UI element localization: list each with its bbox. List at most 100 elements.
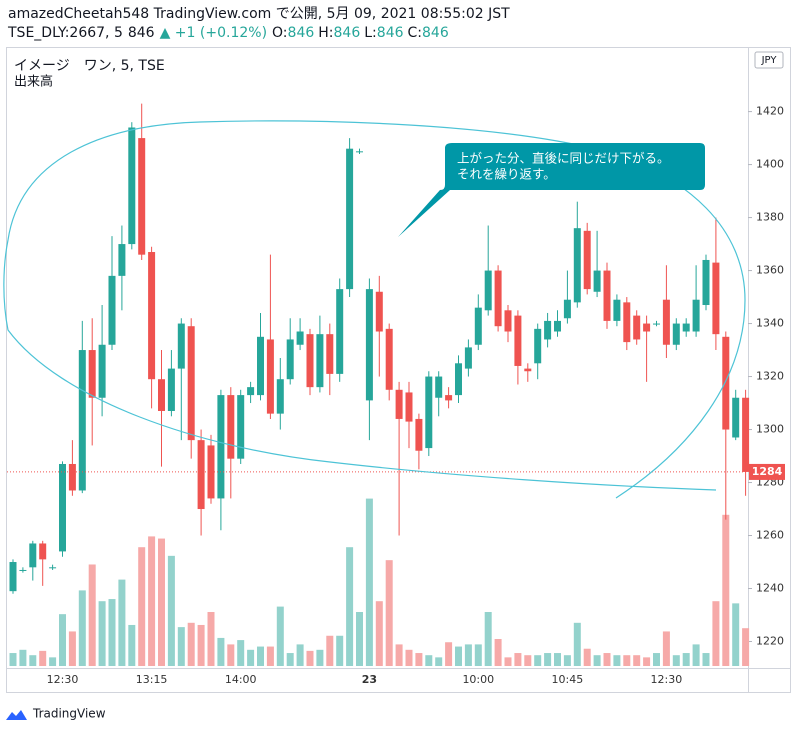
y-tick-label: 1220 <box>756 635 784 648</box>
volume-bar <box>237 640 245 666</box>
callout <box>398 143 705 237</box>
volume-bar <box>633 655 641 666</box>
volume-bar <box>276 606 284 666</box>
volume-bar <box>59 614 66 666</box>
volume-bar <box>187 622 195 666</box>
volume-bar <box>593 655 601 666</box>
candle-body <box>68 463 76 491</box>
volume-bar <box>712 601 720 666</box>
volume-bar <box>692 644 700 666</box>
candle-body <box>187 326 195 441</box>
volume-bar <box>643 657 651 666</box>
candle-body <box>554 320 561 332</box>
candle-body <box>266 339 274 414</box>
callout-text: それを繰り返す。 <box>457 167 556 182</box>
candle-body <box>128 127 136 245</box>
candle-body <box>742 397 750 472</box>
candle-body <box>336 289 344 374</box>
volume-bar <box>138 547 146 666</box>
candle-body <box>167 368 175 411</box>
y-tick-label: 1340 <box>756 317 784 330</box>
volume-bar <box>148 536 156 666</box>
volume-bar <box>435 657 443 666</box>
candle-body <box>227 395 235 459</box>
x-tick-label: 10:00 <box>462 673 494 686</box>
candle-body <box>455 363 462 396</box>
volume-bar <box>653 653 660 666</box>
volume-bar <box>563 655 571 666</box>
volume-bar <box>356 612 363 666</box>
volume-bar <box>286 653 294 666</box>
volume-bar <box>474 644 482 666</box>
candle-body <box>623 302 631 343</box>
candle-body <box>148 252 156 380</box>
volume-bar <box>227 644 235 666</box>
candle-body <box>484 270 492 311</box>
y-tick-label: 1380 <box>756 211 784 224</box>
candle-body <box>375 291 383 332</box>
volume-bar <box>128 624 136 666</box>
volume-bar <box>554 653 561 666</box>
volume-bar <box>375 601 383 666</box>
volume-bar <box>247 649 255 666</box>
x-tick-label: 12:30 <box>47 673 79 686</box>
volume-bar <box>425 655 433 666</box>
y-tick-label: 1400 <box>756 158 784 171</box>
candle-body <box>702 259 710 306</box>
candle-body <box>138 138 146 255</box>
candle-body <box>425 376 433 449</box>
ohlc-value: 846 <box>377 25 404 41</box>
ohlc-key: C: <box>408 25 423 41</box>
ohlc-key: O: <box>272 25 288 41</box>
volume-bar <box>336 635 344 666</box>
header-line: amazedCheetah548 TradingView.com で公開, 5月… <box>8 6 510 22</box>
volume-bar <box>158 538 165 666</box>
volume-bar <box>316 649 324 666</box>
volume-bar <box>346 547 354 666</box>
candle-body <box>514 315 522 366</box>
candle-body <box>643 323 651 332</box>
volume-bar <box>603 653 611 666</box>
volume-bar <box>583 648 591 666</box>
candle-body <box>78 350 86 491</box>
volume-label: 出来高 <box>14 74 53 90</box>
candle-body <box>276 379 284 414</box>
volume-bar <box>623 655 631 666</box>
volume-bar <box>266 646 274 666</box>
candle-body <box>563 299 571 319</box>
volume-bar <box>455 646 462 666</box>
candle-body <box>672 323 680 345</box>
currency: JPY <box>761 55 778 66</box>
symbol: TSE_DLY:2667, 5 <box>7 25 123 41</box>
currency-box[interactable] <box>754 51 784 69</box>
ohlc-value: 846 <box>422 25 449 41</box>
volume-bar <box>39 650 47 666</box>
candle-body <box>435 376 443 398</box>
ohlc-value: 846 <box>288 25 315 41</box>
y-tick-label: 1420 <box>756 105 784 118</box>
candle-body <box>197 440 205 510</box>
candle-body <box>88 350 96 398</box>
candle-body <box>296 331 304 345</box>
candle-body <box>524 368 532 372</box>
candle-body <box>445 395 453 401</box>
candle-body <box>593 270 601 292</box>
volume-bar <box>464 644 472 666</box>
y-tick-label: 1240 <box>756 582 784 595</box>
candle-body <box>603 270 611 321</box>
ohlc-key: L: <box>364 25 377 41</box>
candle-body <box>504 310 512 332</box>
candle-body <box>682 323 690 332</box>
volume-bar <box>98 601 106 666</box>
price: 846 <box>128 25 155 41</box>
volume-bar <box>494 639 502 666</box>
candle-body <box>464 347 472 369</box>
volume-bar <box>504 657 512 666</box>
candle-body <box>326 334 334 374</box>
volume-bar <box>662 631 670 666</box>
candle-body <box>613 299 621 321</box>
symbol-label: イメージ ワン, 5, TSE <box>14 58 165 74</box>
volume-bar <box>49 657 57 666</box>
volume-bar <box>108 599 116 666</box>
